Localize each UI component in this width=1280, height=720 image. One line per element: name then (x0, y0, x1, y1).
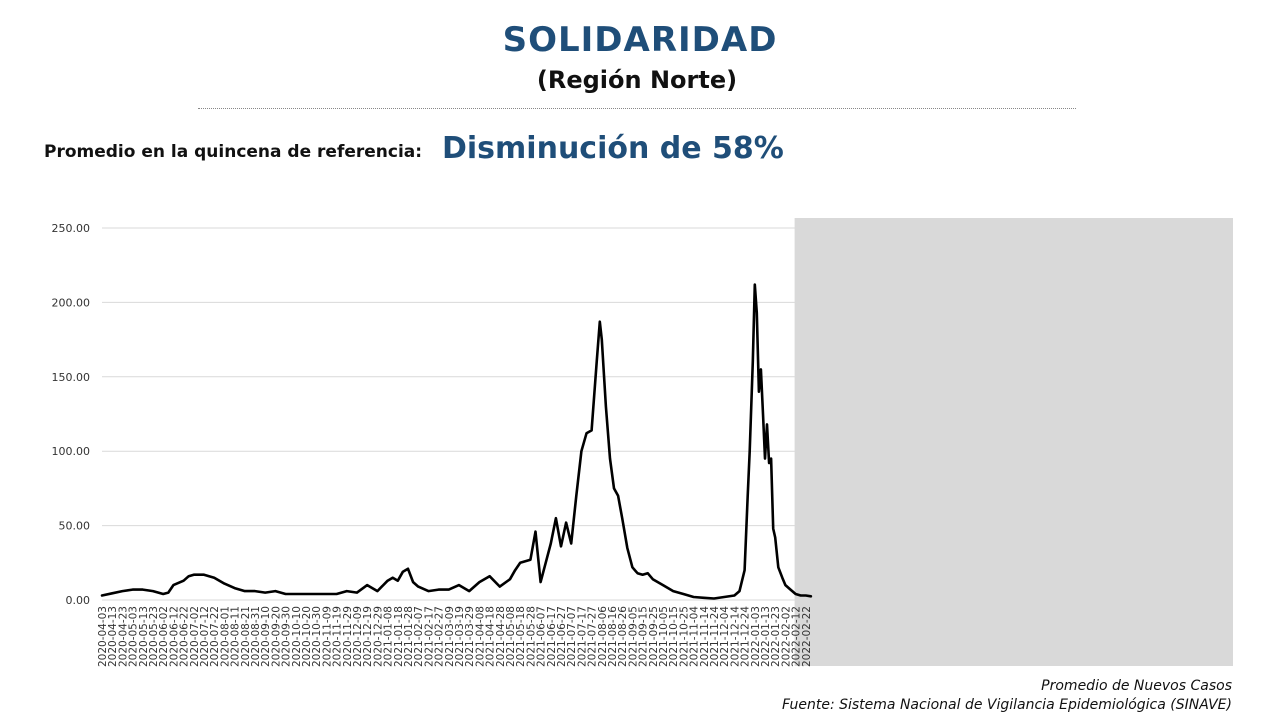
x-tick-label: 2022-01-23 (770, 606, 782, 667)
x-tick-label: 2020-10-10 (291, 606, 303, 667)
x-tick-label: 2021-09-05 (627, 606, 639, 667)
x-tick-label: 2021-07-27 (587, 606, 599, 667)
x-tick-label: 2021-11-14 (699, 606, 711, 667)
x-tick-label: 2020-09-30 (281, 606, 293, 667)
x-tick-label: 2020-11-19 (332, 606, 344, 667)
x-tick-label: 2021-02-07 (413, 606, 425, 667)
x-tick-label: 2020-09-10 (260, 606, 272, 667)
x-tick-label: 2021-09-15 (638, 606, 650, 667)
x-tick-label: 2021-08-06 (597, 606, 609, 667)
x-tick-label: 2020-12-19 (362, 606, 374, 667)
x-tick-label: 2020-10-20 (301, 606, 313, 667)
x-tick-label: 2021-09-25 (648, 606, 660, 667)
x-tick-label: 2022-01-03 (750, 606, 762, 667)
y-tick-label: 200.00 (52, 296, 91, 309)
x-tick-label: 2020-05-13 (138, 606, 150, 667)
x-tick-label: 2021-06-27 (556, 606, 568, 667)
x-tick-label: 2021-12-24 (740, 606, 752, 667)
x-tick-label: 2020-05-03 (128, 606, 140, 667)
x-tick-label: 2021-07-07 (566, 606, 578, 667)
y-tick-label: 150.00 (52, 371, 91, 384)
x-tick-label: 2020-06-22 (179, 606, 191, 667)
reference-label: Promedio en la quincena de referencia: (44, 142, 423, 162)
y-tick-label: 0.00 (66, 594, 91, 607)
x-tick-label: 2021-10-25 (678, 606, 690, 667)
x-tick-label: 2021-03-09 (444, 606, 456, 667)
x-tick-label: 2021-04-28 (495, 606, 507, 667)
y-tick-label: 50.00 (59, 520, 91, 533)
x-tick-label: 2022-02-12 (791, 606, 803, 667)
series-note: Promedio de Nuevos Casos (1041, 678, 1232, 694)
title-divider (198, 108, 1076, 109)
x-tick-label: 2021-12-04 (719, 606, 731, 667)
x-tick-label: 2021-02-17 (423, 606, 435, 667)
x-tick-label: 2021-04-08 (474, 606, 486, 667)
x-tick-label: 2021-06-07 (536, 606, 548, 667)
x-tick-label: 2020-04-13 (107, 606, 119, 667)
x-tick-label: 2020-12-29 (372, 606, 384, 667)
x-tick-label: 2020-04-03 (97, 606, 109, 667)
source-note: Fuente: Sistema Nacional de Vigilancia E… (782, 697, 1232, 713)
x-tick-label: 2021-05-28 (525, 606, 537, 667)
x-tick-label: 2020-10-30 (311, 606, 323, 667)
line-chart: 0.00 50.00 100.00 150.00 200.00 250.00 2020-04… (52, 218, 1233, 667)
x-tick-label: 2020-11-29 (342, 606, 354, 667)
x-tick-label: 2021-08-16 (607, 606, 619, 667)
reference-value: Disminución de 58% (442, 131, 784, 166)
page-title: SOLIDARIDAD (502, 20, 778, 60)
x-tick-label: 2021-12-14 (729, 606, 741, 667)
x-tick-label: 2021-10-05 (658, 606, 670, 667)
x-tick-label: 2021-04-18 (485, 606, 497, 667)
x-tick-label: 2020-12-09 (352, 606, 364, 667)
x-tick-label: 2020-08-21 (240, 606, 252, 667)
x-tick-label: 2020-11-09 (321, 606, 333, 667)
x-tick-label: 2021-07-17 (576, 606, 588, 667)
x-tick-label: 2020-07-22 (209, 606, 221, 667)
x-tick-label: 2020-06-12 (168, 606, 180, 667)
x-tick-label: 2020-08-11 (230, 606, 242, 667)
x-tick-label: 2021-06-17 (546, 606, 558, 667)
x-tick-label: 2021-01-08 (383, 606, 395, 667)
x-tick-label: 2021-03-19 (454, 606, 466, 667)
x-tick-label: 2020-08-01 (219, 606, 231, 667)
x-tick-label: 2021-01-18 (393, 606, 405, 667)
x-tick-label: 2022-02-22 (801, 606, 813, 667)
x-tick-label: 2020-04-23 (117, 606, 129, 667)
x-tick-label: 2020-06-02 (158, 606, 170, 667)
page-subtitle: (Región Norte) (536, 66, 738, 94)
x-tick-label: 2021-11-04 (689, 606, 701, 667)
x-tick-label: 2020-05-23 (148, 606, 160, 667)
x-tick-label: 2020-08-31 (250, 606, 262, 667)
reference-period-shade (794, 218, 1233, 666)
y-tick-label: 100.00 (52, 445, 91, 458)
x-tick-label: 2021-03-29 (464, 606, 476, 667)
x-tick-label: 2021-05-08 (505, 606, 517, 667)
x-tick-label: 2022-02-02 (780, 606, 792, 667)
x-tick-label: 2021-11-24 (709, 606, 721, 667)
x-tick-label: 2021-01-28 (403, 606, 415, 667)
series-line (100, 283, 813, 600)
y-tick-label: 250.00 (52, 222, 91, 235)
x-tick-label: 2020-07-12 (199, 606, 211, 667)
x-tick-label: 2021-08-26 (617, 606, 629, 667)
x-tick-label: 2020-09-20 (270, 606, 282, 667)
x-tick-label: 2021-02-27 (434, 606, 446, 667)
x-tick-label: 2021-10-15 (668, 606, 680, 667)
x-tick-label: 2022-01-13 (760, 606, 772, 667)
x-tick-label: 2020-07-02 (189, 606, 201, 667)
x-tick-label: 2021-05-18 (515, 606, 527, 667)
